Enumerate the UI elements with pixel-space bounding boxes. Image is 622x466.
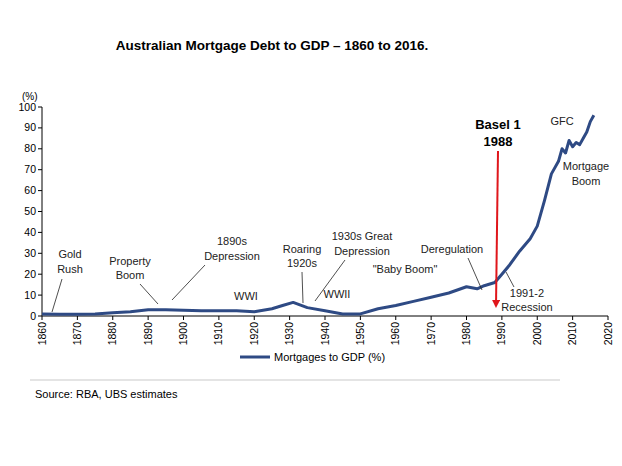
y-tick-label: 80 xyxy=(24,142,36,154)
x-tick xyxy=(325,316,326,320)
y-tick xyxy=(38,148,42,149)
annotation: Roaring xyxy=(283,243,322,255)
annotation: Rush xyxy=(57,263,83,275)
annotation: 1890s xyxy=(217,235,247,247)
title: Australian Mortgage Debt to GDP – 1860 t… xyxy=(116,38,429,53)
annotation-line xyxy=(52,279,62,312)
y-tick-label: 100 xyxy=(18,101,36,113)
annotation: Mortgage xyxy=(563,160,609,172)
annotation: 1930s Great xyxy=(332,230,393,242)
annotation-line xyxy=(172,265,205,300)
x-tick-label: 2020 xyxy=(602,322,614,346)
x-tick xyxy=(183,316,184,320)
annotation: Depression xyxy=(334,245,390,257)
annotation: 1991-2 xyxy=(510,287,544,299)
annotation-line xyxy=(140,284,158,304)
x-tick xyxy=(608,316,609,320)
y-tick-label: 30 xyxy=(24,247,36,259)
y-tick xyxy=(38,274,42,275)
x-tick xyxy=(466,316,467,320)
annotation-line xyxy=(468,258,482,290)
x-tick xyxy=(501,316,502,320)
x-tick xyxy=(148,316,149,320)
y-tick xyxy=(38,169,42,170)
annotation-line xyxy=(506,272,514,287)
y-tick xyxy=(38,253,42,254)
chart: Australian Mortgage Debt to GDP – 1860 t… xyxy=(0,0,622,466)
legend-label: Mortgages to GDP (%) xyxy=(274,351,385,363)
x-tick xyxy=(42,316,43,320)
annotation: 1920s xyxy=(287,257,317,269)
x-tick xyxy=(218,316,219,320)
y-tick xyxy=(38,232,42,233)
y-tick-label: 20 xyxy=(24,268,36,280)
annotation: 1988 xyxy=(484,134,513,149)
annotation: WWI xyxy=(234,290,258,302)
legend-swatch xyxy=(240,356,270,359)
x-tick xyxy=(395,316,396,320)
x-tick-label: 1910 xyxy=(212,322,224,346)
annotation: "Baby Boom" xyxy=(373,263,438,275)
x-tick xyxy=(572,316,573,320)
y-tick xyxy=(38,107,42,108)
x-tick xyxy=(431,316,432,320)
annotation: GFC xyxy=(550,115,573,127)
series-line xyxy=(42,115,594,314)
x-tick-label: 1980 xyxy=(460,322,472,346)
y-tick-label: 0 xyxy=(30,310,36,322)
annotation-line xyxy=(302,272,303,303)
x-tick xyxy=(112,316,113,320)
annotation: Depression xyxy=(204,250,260,262)
annotation: Deregulation xyxy=(421,243,483,255)
x-tick xyxy=(360,316,361,320)
y-tick-label: 70 xyxy=(24,163,36,175)
x-tick xyxy=(254,316,255,320)
x-tick-label: 2000 xyxy=(531,322,543,346)
x-tick-label: 1860 xyxy=(36,322,48,346)
x-tick-label: 2010 xyxy=(566,322,578,346)
x-tick-label: 1950 xyxy=(354,322,366,346)
separator xyxy=(30,380,560,381)
x-tick-label: 1880 xyxy=(106,322,118,346)
annotation: Boom xyxy=(572,175,601,187)
x-tick-label: 1990 xyxy=(495,322,507,346)
annotation: Property xyxy=(109,255,151,267)
annotation: WWII xyxy=(324,288,351,300)
annotation-line xyxy=(496,151,498,306)
x-tick-label: 1900 xyxy=(177,322,189,346)
y-tick xyxy=(38,127,42,128)
annotation: Recession xyxy=(501,301,552,313)
y-tick-label: 10 xyxy=(24,289,36,301)
y-tick xyxy=(38,190,42,191)
y-tick xyxy=(38,211,42,212)
x-tick-label: 1870 xyxy=(71,322,83,346)
y-tick xyxy=(38,316,42,317)
annotation: Boom xyxy=(116,269,145,281)
x-tick xyxy=(77,316,78,320)
y-tick-label: 40 xyxy=(24,226,36,238)
annotation: Gold xyxy=(58,248,81,260)
y-tick xyxy=(38,295,42,296)
plot-area xyxy=(42,115,594,314)
source: Source: RBA, UBS estimates xyxy=(35,388,178,400)
x-tick-label: 1960 xyxy=(389,322,401,346)
y-tick-label: 90 xyxy=(24,121,36,133)
x-tick-label: 1940 xyxy=(319,322,331,346)
x-tick-label: 1930 xyxy=(283,322,295,346)
annotation: Basel 1 xyxy=(475,117,521,132)
y-tick-label: 50 xyxy=(24,205,36,217)
x-tick-label: 1920 xyxy=(248,322,260,346)
x-tick xyxy=(289,316,290,320)
y-tick-label: 60 xyxy=(24,184,36,196)
x-tick-label: 1970 xyxy=(425,322,437,346)
x-tick-label: 1890 xyxy=(142,322,154,346)
x-tick xyxy=(537,316,538,320)
